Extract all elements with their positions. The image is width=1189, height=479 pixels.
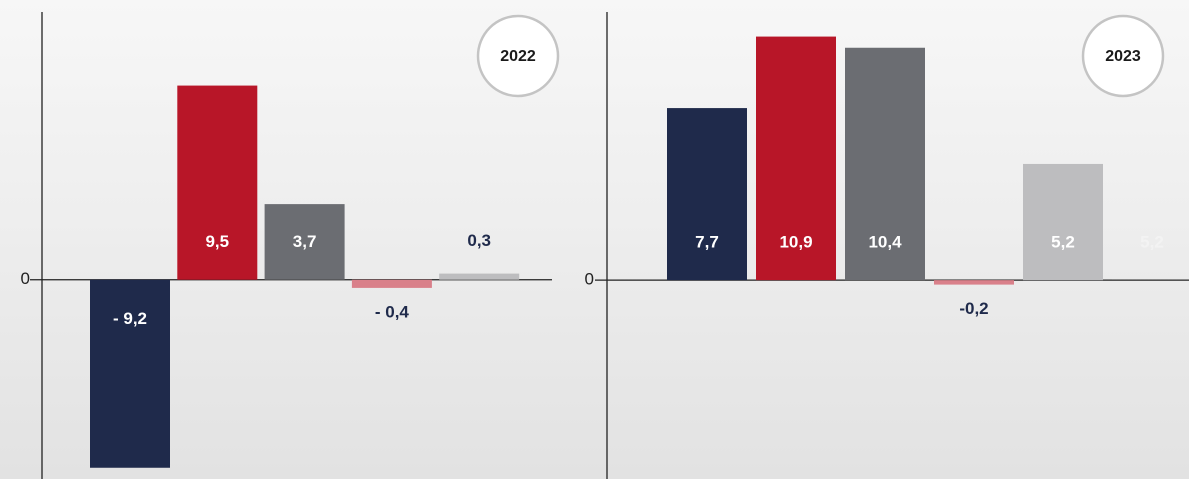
bar [439, 273, 520, 280]
value-label: - 9,2 [113, 309, 147, 328]
bar [667, 108, 747, 281]
value-label: 10,4 [868, 233, 902, 252]
value-label: -0,2 [959, 299, 988, 318]
chart-title: 2023 [1105, 48, 1141, 65]
value-label: 5,2 [1051, 233, 1075, 252]
chart-title: 2022 [500, 48, 536, 65]
year-badge [476, 14, 560, 98]
value-label: - 0,4 [375, 302, 410, 321]
bar [177, 85, 258, 280]
y-tick-label: 0 [585, 270, 594, 289]
y-tick-label: 0 [21, 269, 30, 288]
bar [1023, 163, 1103, 281]
bar [1112, 163, 1189, 281]
bar [845, 47, 925, 281]
value-label: 0,3 [467, 231, 491, 250]
value-label: 3,7 [293, 232, 317, 251]
bar [934, 280, 1014, 285]
bar [756, 36, 836, 281]
bar [90, 279, 170, 468]
value-label: 5,2 [1140, 233, 1164, 252]
value-label: 7,7 [695, 233, 719, 252]
bar [351, 279, 432, 288]
value-label: 9,5 [205, 232, 229, 251]
value-label: 10,9 [779, 233, 812, 252]
year-badge [1081, 14, 1165, 98]
bar [264, 204, 345, 280]
